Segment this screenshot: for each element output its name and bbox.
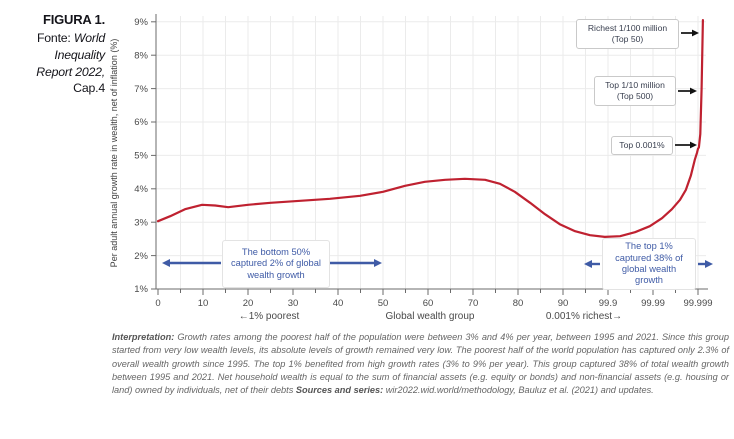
callout-top-0-001-percent: Top 0.001% — [611, 136, 673, 155]
growth-curve — [156, 19, 704, 238]
figure-number: FIGURA 1. — [42, 12, 105, 27]
x-tick-label: 20 — [243, 298, 254, 309]
interpretation-label: Interpretation: — [112, 332, 175, 342]
x-tick-label: 10 — [198, 298, 209, 309]
callout-top-1-10-million: Top 1/10 million (Top 500) — [594, 76, 676, 106]
callout-richest-1-100-million: Richest 1/100 million (Top 50) — [576, 19, 679, 49]
x-tick-label: 30 — [288, 298, 299, 309]
y-tick-label: 7% — [134, 84, 148, 95]
y-tick-label: 3% — [134, 217, 148, 228]
figure-source-line: Inequality — [4, 47, 105, 64]
x-tick-label: 40 — [333, 298, 344, 309]
callout-text: Top 1/10 million — [605, 80, 665, 90]
y-tick-label: 5% — [134, 151, 148, 162]
x-tick-label: 80 — [513, 298, 524, 309]
wealth-growth-chart: 1% 2% 3% 4% 5% 6% 7% 8% 9% 0 10 20 30 40 50 60 70 80 90 99.… — [109, 14, 713, 322]
figure-source-line: Report 2022, — [4, 64, 105, 81]
callout-text: Top 0.001% — [619, 140, 665, 150]
x-tick-label: 70 — [468, 298, 479, 309]
annotation-top-1: The top 1% captured 38% of global wealth… — [602, 238, 696, 290]
range-arrowhead — [705, 260, 713, 268]
y-tick-label: 8% — [134, 50, 148, 61]
source-italic-3: Report 2022, — [36, 64, 105, 79]
x-tick-label: 99.99 — [641, 298, 665, 309]
callout-arrowhead — [690, 141, 697, 149]
range-arrowhead — [584, 260, 592, 268]
range-arrowhead — [374, 259, 382, 267]
y-tick-label: 9% — [134, 17, 148, 28]
x-tick-label: 99.999 — [683, 298, 712, 309]
x-axis-sublabel-left: ←1% poorest — [239, 311, 300, 322]
x-axis-label: Global wealth group — [386, 311, 475, 322]
x-axis-sublabel-right: 0.001% richest→ — [546, 311, 622, 322]
callout-text: (Top 500) — [616, 91, 654, 101]
annotation-text: The bottom 50% captured 2% of global wea… — [231, 247, 321, 280]
x-tick-label: 99.9 — [599, 298, 618, 309]
x-tick-label: 60 — [423, 298, 434, 309]
callout-text: (Top 50) — [611, 34, 644, 44]
source-italic-1: World — [73, 31, 105, 45]
figure-source-line: Fonte: World — [4, 30, 105, 47]
annotation-text: The top 1% captured 38% of global wealth… — [615, 241, 683, 286]
x-tick-label: 50 — [378, 298, 389, 309]
interpretation-paragraph: Interpretation: Growth rates among the p… — [112, 331, 729, 397]
callout-arrowhead — [692, 29, 699, 37]
source-italic-2: Inequality — [54, 47, 105, 62]
y-tick-label: 2% — [134, 251, 148, 262]
y-tick-label: 4% — [134, 184, 148, 195]
callout-text: Richest 1/100 million — [587, 23, 668, 33]
sources-label: Sources and series: — [295, 385, 384, 396]
range-arrowhead — [162, 259, 170, 267]
annotation-bottom-50: The bottom 50% captured 2% of global wea… — [222, 240, 330, 288]
y-axis-label: Per adult annual growth rate in wealth, … — [109, 39, 119, 268]
sources-body: wir2022.wid.world/methodology, Bauluz et… — [383, 385, 654, 396]
figure-caption: FIGURA 1. Fonte: World Inequality Report… — [4, 12, 105, 97]
y-tick-label: 1% — [134, 284, 148, 295]
figure-source-line: Cap.4 — [4, 80, 105, 97]
source-suffix: Cap.4 — [73, 81, 105, 96]
source-prefix: Fonte: — [36, 31, 74, 45]
callout-arrowhead — [690, 87, 697, 95]
interpretation-body: Growth rates among the poorest half of t… — [112, 332, 729, 396]
y-tick-label: 6% — [134, 117, 148, 128]
x-tick-label: 90 — [558, 298, 569, 309]
x-tick-label: 0 — [155, 298, 160, 309]
